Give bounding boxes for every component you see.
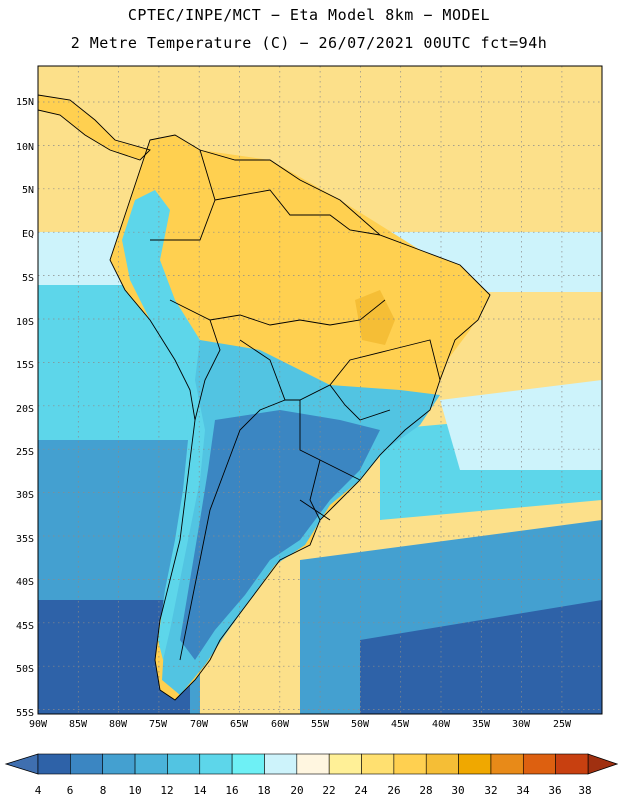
colorbar-swatch: [328, 753, 362, 775]
lon-label: 50W: [351, 719, 370, 730]
colorbar-tick-label: 12: [160, 784, 173, 797]
colorbar-tick-label: 18: [257, 784, 270, 797]
colorbar-tick-label: 10: [128, 784, 141, 797]
colorbar-swatch: [490, 753, 524, 775]
colorbar-swatch: [425, 753, 459, 775]
colorbar-tick-label: 30: [451, 784, 464, 797]
lon-label: 25W: [553, 719, 572, 730]
colorbar-left-arrow: [4, 753, 39, 775]
colorbar-swatch: [393, 753, 427, 775]
lat-label: 5N: [22, 185, 34, 196]
colorbar-swatch: [102, 753, 136, 775]
colorbar-tick-label: 26: [387, 784, 400, 797]
map-title-line-1: CPTEC/INPE/MCT − Eta Model 8km − MODEL: [127, 6, 491, 24]
colorbar-tick-label: 24: [354, 784, 368, 797]
region-hot-core: [355, 290, 395, 345]
lon-label: 45W: [391, 719, 410, 730]
colorbar-swatch: [458, 753, 492, 775]
colorbar-tick-label: 36: [548, 784, 561, 797]
lat-label: 45S: [16, 621, 34, 632]
colorbar-tick-label: 6: [67, 784, 74, 797]
colorbar-tick-label: 14: [193, 784, 207, 797]
lon-label: 55W: [311, 719, 330, 730]
lat-label: 15N: [16, 97, 34, 108]
colorbar-swatch: [361, 753, 395, 775]
lon-label: 60W: [271, 719, 290, 730]
lat-label: 50S: [16, 664, 34, 675]
colorbar-swatch: [296, 753, 330, 775]
lon-label: 30W: [512, 719, 531, 730]
colorbar-swatches: [37, 753, 589, 775]
graticule: [38, 66, 602, 714]
lat-label: 30S: [16, 490, 34, 501]
colorbar-swatch: [134, 753, 168, 775]
lon-label: 70W: [190, 719, 209, 730]
region-south-cold: [180, 410, 380, 660]
lat-label: 55S: [16, 708, 34, 719]
colorbar-swatch: [167, 753, 201, 775]
colorbar-swatch: [264, 753, 298, 775]
lon-label: 90W: [29, 719, 48, 730]
central-america: [38, 95, 150, 160]
lon-label: 80W: [109, 719, 128, 730]
colorbar-swatch: [231, 753, 265, 775]
ocean-band-mild-east: [440, 380, 602, 470]
lat-label: 25S: [16, 447, 34, 458]
colorbar-tick-label: 22: [322, 784, 335, 797]
colorbar-swatch: [555, 753, 589, 775]
colorbar-swatch: [199, 753, 233, 775]
longitude-labels: 90W 85W 80W 75W 70W 65W 60W 55W 50W 45W …: [29, 719, 572, 730]
country-borders: [38, 94, 491, 701]
colorbar-tick-labels: 4 6 8 10 12 14 16 18 20 22 24 26 28 30 3…: [35, 784, 592, 797]
map-title-line-2: 2 Metre Temperature (C) − 26/07/2021 00U…: [70, 34, 548, 52]
colorbar-swatch: [37, 753, 71, 775]
lon-label: 75W: [149, 719, 168, 730]
colorbar-tick-label: 8: [100, 784, 107, 797]
lat-label: 35S: [16, 534, 34, 545]
colorbar-tick-label: 32: [484, 784, 497, 797]
lon-label: 65W: [230, 719, 249, 730]
colorbar-tick-label: 20: [290, 784, 303, 797]
lat-label: 15S: [16, 360, 34, 371]
colorbar-tick-label: 4: [35, 784, 42, 797]
map-frame: [37, 65, 603, 715]
colorbar: 4 6 8 10 12 14 16 18 20 22 24 26 28 30 3…: [4, 753, 618, 797]
lat-label: 20S: [16, 404, 34, 415]
colorbar-tick-label: 38: [578, 784, 591, 797]
colorbar-tick-label: 16: [225, 784, 238, 797]
lon-label: 85W: [69, 719, 88, 730]
lon-label: 35W: [472, 719, 491, 730]
colorbar-tick-label: 34: [516, 784, 530, 797]
latitude-labels: 15N 10N 5N EQ 5S 10S 15S 20S 25S 30S 35S…: [16, 97, 34, 719]
lat-label: 10N: [16, 142, 34, 153]
lat-label: 40S: [16, 577, 34, 588]
region-amazon-warm: [125, 145, 490, 380]
colorbar-swatch: [522, 753, 556, 775]
lat-label: 10S: [16, 317, 34, 328]
lat-label: 5S: [22, 273, 34, 284]
colorbar-right-arrow: [587, 753, 618, 775]
lon-label: 40W: [432, 719, 451, 730]
colorbar-tick-label: 28: [419, 784, 432, 797]
colorbar-swatch: [70, 753, 104, 775]
map-field: [38, 66, 602, 714]
lat-label: EQ: [22, 229, 34, 240]
andes-strip: [122, 190, 205, 660]
